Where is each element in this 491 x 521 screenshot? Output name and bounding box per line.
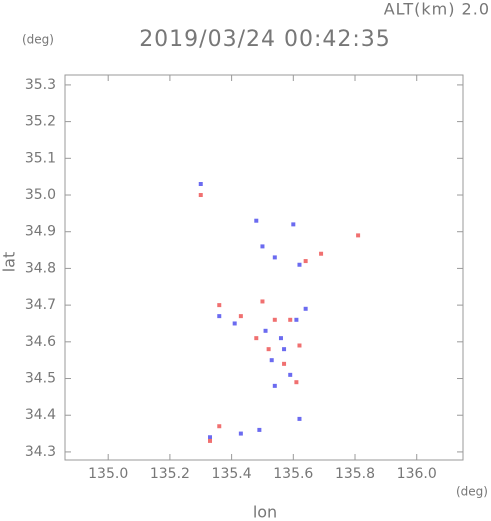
echo-point <box>278 336 283 341</box>
echo-point <box>217 303 222 308</box>
y-tick-label: 35.0 <box>25 187 56 203</box>
echo-point <box>272 317 277 322</box>
echo-point <box>272 383 277 388</box>
y-axis-label: lat <box>0 252 19 273</box>
x-tick-label: 135.2 <box>150 466 190 482</box>
echo-point <box>254 336 259 341</box>
echo-point <box>263 328 268 333</box>
y-unit: (deg) <box>22 33 54 47</box>
echo-point <box>269 358 274 363</box>
echo-point <box>303 306 308 311</box>
echo-point <box>198 182 203 187</box>
y-tick-label: 35.1 <box>25 150 56 166</box>
echo-point <box>291 222 296 227</box>
echo-point <box>297 262 302 267</box>
echo-point <box>254 218 259 223</box>
echo-point <box>297 416 302 421</box>
echo-point <box>303 259 308 264</box>
y-tick-label: 34.8 <box>25 260 56 276</box>
x-tick-label: 135.6 <box>273 466 313 482</box>
y-tick-label: 34.7 <box>25 297 56 313</box>
y-tick-label: 34.5 <box>25 371 56 387</box>
x-tick-label: 135.4 <box>212 466 252 482</box>
echo-point <box>260 299 265 304</box>
y-tick-label: 35.2 <box>25 114 56 130</box>
echo-point <box>208 435 213 440</box>
y-tick-label: 34.3 <box>25 444 56 460</box>
echo-point <box>282 347 287 352</box>
echo-point <box>272 255 277 260</box>
plot-frame <box>64 74 464 461</box>
echo-point <box>319 251 324 256</box>
x-tick-label: 135.8 <box>335 466 375 482</box>
echo-point <box>217 314 222 319</box>
y-tick-label: 34.6 <box>25 334 56 350</box>
echo-point <box>208 438 213 443</box>
x-tick-label: 135.0 <box>88 466 128 482</box>
x-axis-label: lon <box>253 503 277 521</box>
y-tick-label: 34.9 <box>25 224 56 240</box>
x-tick-label: 136.0 <box>397 466 437 482</box>
y-tick-label: 34.4 <box>25 407 56 423</box>
echo-point <box>217 424 222 429</box>
echo-point <box>238 314 243 319</box>
echo-point <box>198 193 203 198</box>
echo-point <box>294 380 299 385</box>
echo-point <box>288 317 293 322</box>
altitude-label: ALT(km) 2.0 <box>384 0 490 19</box>
chart-title: 2019/03/24 00:42:35 <box>139 27 391 52</box>
echo-point <box>288 372 293 377</box>
echo-point <box>297 343 302 348</box>
echo-point <box>257 427 262 432</box>
x-unit: (deg) <box>456 485 488 499</box>
y-tick-label: 35.3 <box>25 77 56 93</box>
echo-point <box>260 244 265 249</box>
echo-point <box>266 347 271 352</box>
echo-point <box>282 361 287 366</box>
echo-point <box>356 233 361 238</box>
echo-point <box>232 321 237 326</box>
echo-point <box>294 317 299 322</box>
echo-point <box>238 431 243 436</box>
